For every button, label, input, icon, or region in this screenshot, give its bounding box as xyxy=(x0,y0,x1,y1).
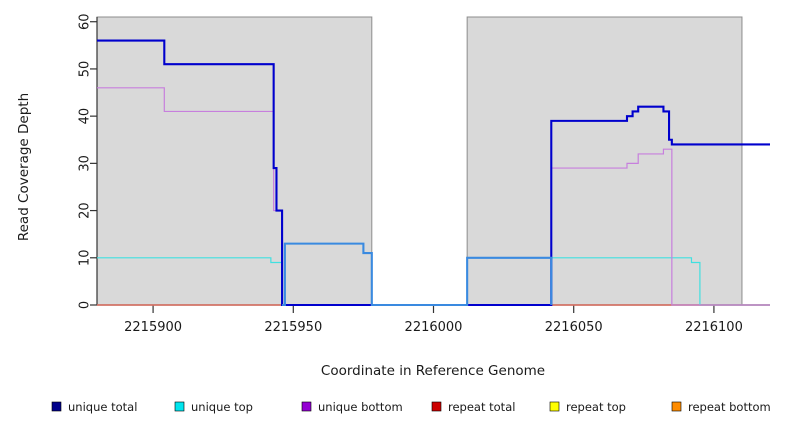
x-tick-label: 2215950 xyxy=(264,320,322,335)
repeat-region-left xyxy=(97,17,372,305)
legend-label-repeat-top: repeat top xyxy=(566,400,626,414)
legend-swatch-repeat-total xyxy=(431,401,442,412)
legend-label-repeat-bottom: repeat bottom xyxy=(688,400,771,414)
x-tick-label: 2215900 xyxy=(124,320,182,335)
x-tick-label: 2216000 xyxy=(405,320,463,335)
legend-swatch-unique-top xyxy=(174,401,185,412)
y-tick-label: 20 xyxy=(78,202,93,219)
y-tick-label: 10 xyxy=(78,250,93,267)
x-tick-label: 2216100 xyxy=(685,320,743,335)
y-tick-label: 60 xyxy=(78,13,93,30)
series-line-unique-bottom xyxy=(97,87,770,306)
y-axis-title: Read Coverage Depth xyxy=(16,93,32,241)
legend-label-unique-top: unique top xyxy=(191,400,253,414)
y-tick-label: 0 xyxy=(78,301,93,309)
repeat-region-right xyxy=(467,17,742,305)
legend-swatch-repeat-top xyxy=(549,401,560,412)
x-axis-title: Coordinate in Reference Genome xyxy=(321,363,545,379)
legend-swatch-unique-bottom xyxy=(301,401,312,412)
legend-swatch-repeat-bottom xyxy=(671,401,682,412)
series-layer xyxy=(97,39,770,307)
y-axis-ticks: 0 10 20 30 40 50 60 xyxy=(78,13,97,309)
y-tick-label: 30 xyxy=(78,155,93,172)
repeat-region-right-border xyxy=(466,16,743,305)
series-line-unique-total xyxy=(97,39,770,307)
y-tick-label: 40 xyxy=(78,108,93,125)
legend-label-unique-bottom: unique bottom xyxy=(318,400,403,414)
legend-swatch-unique-total xyxy=(51,401,62,412)
x-tick-label: 2216050 xyxy=(545,320,603,335)
legend: unique total unique top unique bottom repea… xyxy=(51,400,771,414)
legend-label-repeat-total: repeat total xyxy=(448,400,515,414)
y-tick-label: 50 xyxy=(78,61,93,78)
x-axis-ticks: 2215900 2215950 2216000 2216050 2216100 xyxy=(124,305,743,335)
legend-label-unique-total: unique total xyxy=(68,400,137,414)
series-line-unique-total-midsection xyxy=(282,242,553,307)
